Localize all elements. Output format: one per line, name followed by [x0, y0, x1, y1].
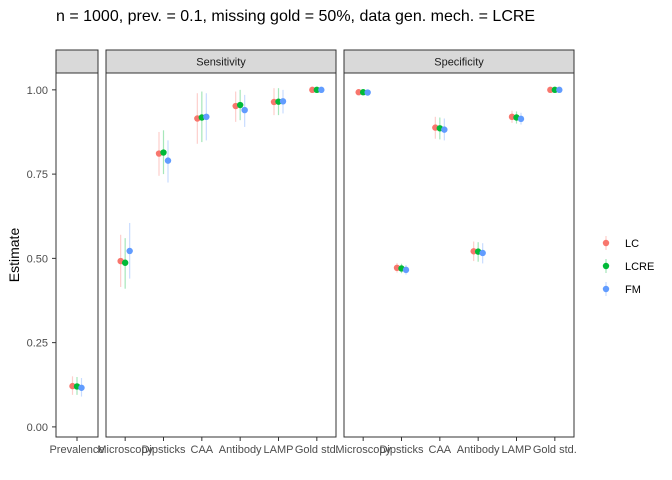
data-point: [547, 86, 554, 94]
x-tick-label: Antibody: [457, 444, 500, 456]
legend-label: LCRE: [625, 261, 654, 273]
data-point: [556, 86, 563, 94]
data-point: [364, 89, 371, 96]
data-point: [479, 249, 486, 257]
data-point: [164, 157, 172, 164]
legend-key-dot: [602, 285, 610, 293]
data-point: [402, 266, 410, 274]
y-axis-title: Estimate: [6, 228, 22, 283]
x-tick-label: Prevalence: [49, 444, 104, 456]
x-tick-label: Antibody: [219, 444, 262, 456]
legend-label: FM: [625, 284, 641, 296]
x-tick-label: CAA: [191, 444, 214, 456]
legend-key-dot: [602, 262, 610, 270]
y-tick-label: 0.75: [27, 169, 48, 181]
legend: LC LCRE FM: [602, 236, 654, 296]
panel-border: [343, 72, 575, 438]
data-point: [241, 106, 248, 114]
facet-panels: 0.000.250.500.751.00PrevalenceSensitivit…: [27, 49, 577, 456]
y-tick-label: 0.50: [27, 253, 48, 265]
facet-strip-label: Specificity: [434, 57, 484, 69]
legend-item: FM: [602, 282, 641, 296]
x-tick-label: Dipsticks: [141, 444, 186, 456]
x-tick-label: Dipsticks: [379, 444, 424, 456]
x-tick-label: LAMP: [264, 444, 294, 456]
legend-key-dot: [602, 239, 610, 247]
x-tick-label: LAMP: [502, 444, 532, 456]
data-point: [78, 384, 85, 391]
chart-title: n = 1000, prev. = 0.1, missing gold = 50…: [56, 8, 535, 25]
data-point: [313, 86, 321, 94]
x-tick-label: Gold std.: [533, 444, 577, 456]
data-point: [318, 86, 325, 94]
legend-label: LC: [625, 238, 639, 250]
data-point: [279, 98, 287, 105]
panel-border: [105, 72, 337, 438]
data-point: [203, 113, 210, 121]
y-tick-label: 0.25: [27, 338, 48, 350]
facet-strip: [55, 49, 99, 74]
x-tick-label: Microscopy: [335, 444, 391, 456]
legend-item: LC: [602, 236, 639, 250]
facet-strip-label: Sensitivity: [196, 57, 246, 69]
facet-panel: Prevalence: [49, 49, 105, 456]
x-tick-label: Microscopy: [97, 444, 153, 456]
data-point: [517, 115, 525, 123]
x-tick-label: Gold std.: [295, 444, 339, 456]
data-point: [126, 247, 133, 255]
data-point: [121, 259, 129, 266]
y-tick-label: 0.00: [27, 422, 48, 434]
data-point: [355, 89, 362, 96]
data-point: [441, 126, 448, 133]
legend-item: LCRE: [602, 259, 654, 273]
panel-border: [55, 72, 99, 438]
y-tick-label: 1.00: [27, 85, 48, 97]
data-point: [309, 86, 316, 94]
data-point: [236, 101, 244, 109]
data-point: [160, 149, 167, 156]
data-point: [551, 86, 559, 94]
x-tick-label: CAA: [429, 444, 452, 456]
